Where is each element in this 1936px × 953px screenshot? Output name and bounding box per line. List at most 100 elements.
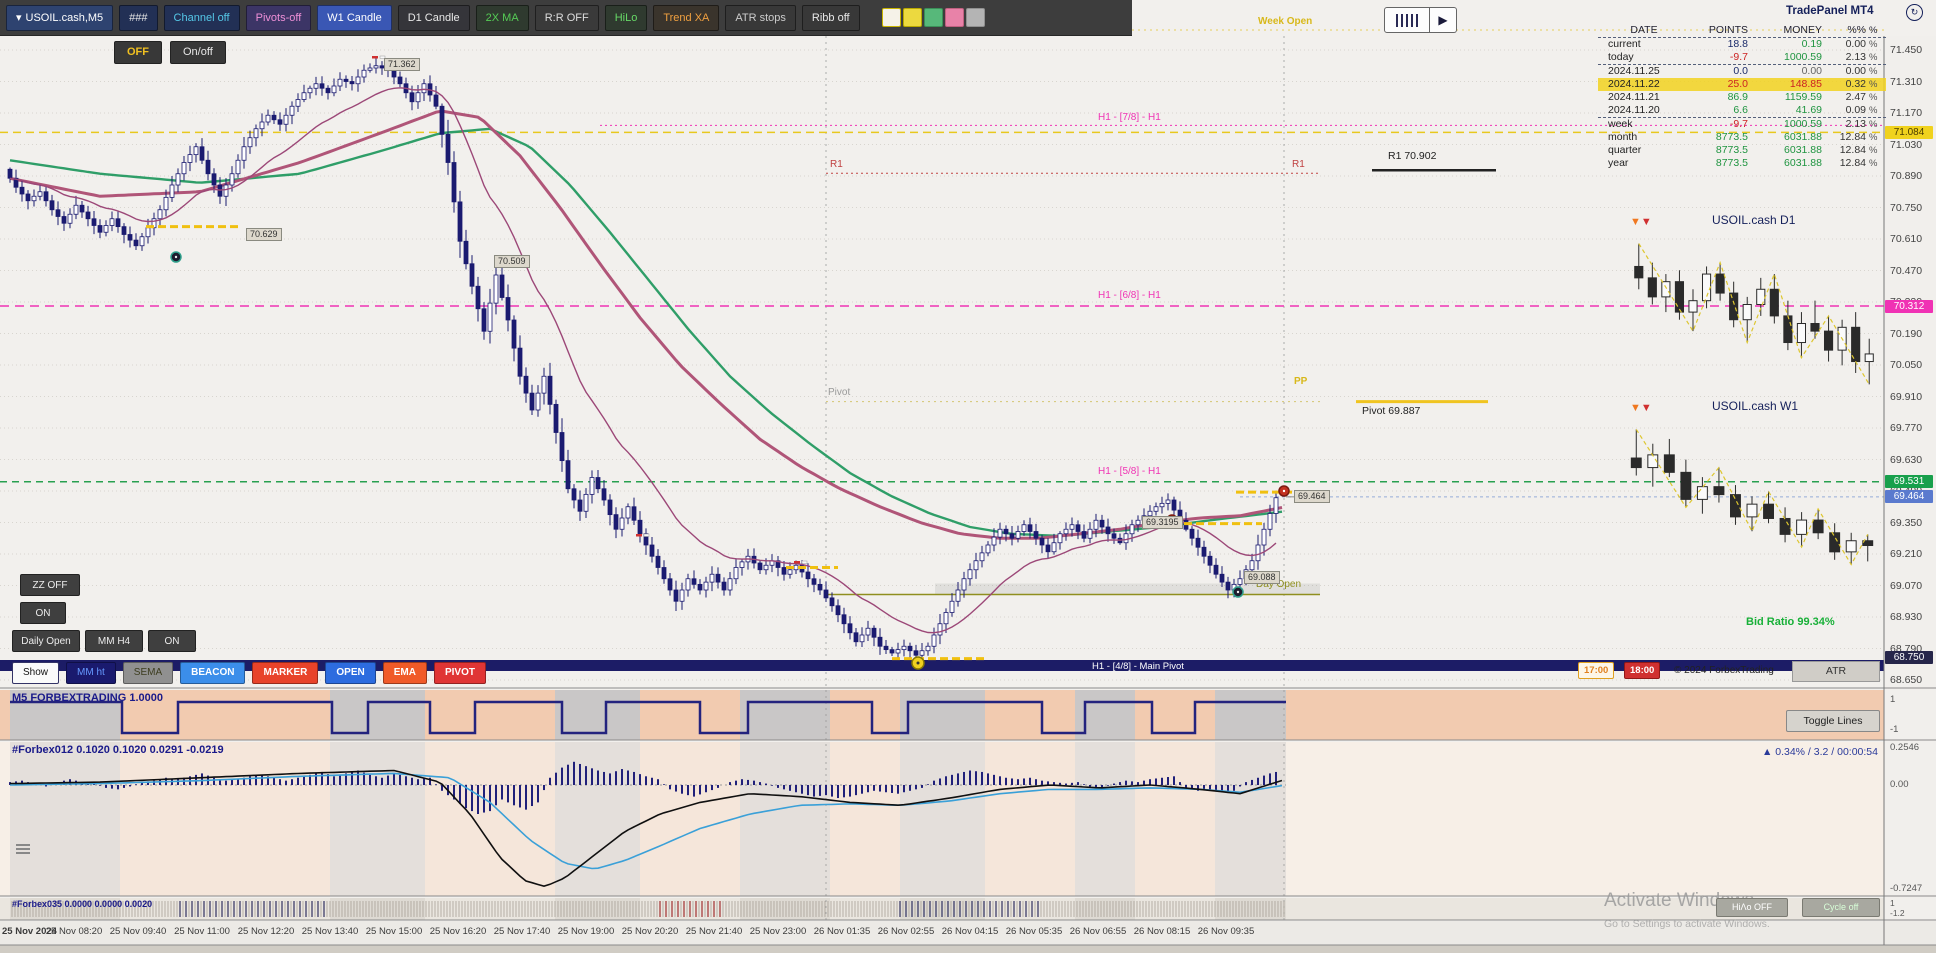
toolbar-button-hilo[interactable]: HiLo <box>604 4 648 31</box>
tradepanel-row-today[interactable]: today -9.7 1000.59 2.13% <box>1598 51 1886 65</box>
atr-button[interactable]: ATR <box>1792 661 1880 682</box>
time-axis-label[interactable]: 26 Nov 09:35 <box>1197 926 1255 937</box>
time-axis-label[interactable]: 25 Nov 17:40 <box>493 926 551 937</box>
pivot-price-label[interactable]: Pivot 69.887 <box>1362 405 1421 417</box>
toolbar-button-pivots-off[interactable]: Pivots-off <box>245 4 312 31</box>
time-axis-label[interactable]: 26 Nov 04:15 <box>941 926 999 937</box>
panel1-axis-label: -1 <box>1890 724 1899 735</box>
time-axis-label[interactable]: 25 Nov 23:00 <box>749 926 807 937</box>
tradepanel-row-2024-11-25[interactable]: 2024.11.25 0.0 0.00 0.00% <box>1598 65 1886 78</box>
tradepanel-row-quarter[interactable]: quarter 8773.5 6031.88 12.84% <box>1598 144 1886 157</box>
tradepanel-row-2024-11-21[interactable]: 2024.11.21 86.9 1159.59 2.47% <box>1598 91 1886 104</box>
price-axis-tick: 69.350 <box>1890 516 1923 529</box>
price-marker-box[interactable]: 70.629 <box>246 227 282 241</box>
price-marker-box[interactable]: 69.464 <box>1294 489 1330 503</box>
daily-open-button[interactable]: Daily Open <box>12 630 80 652</box>
panel3-axis-label: -1.2 <box>1890 908 1905 918</box>
on-button-2[interactable]: ON <box>148 630 196 652</box>
tradepanel-row-week[interactable]: week -9.7 1000.59 2.13% <box>1598 118 1886 131</box>
day-open-label[interactable]: Day Open <box>1256 579 1302 590</box>
color-swatch-5[interactable] <box>965 8 985 27</box>
toolbar-button-usoil-cash-m5[interactable]: ▾ USOIL.cash,M5 <box>6 4 114 31</box>
red-triangle-icon: ▼ <box>1640 402 1652 414</box>
time-axis-label[interactable]: 26 Nov 02:55 <box>877 926 935 937</box>
bottom-button-marker[interactable]: MARKER <box>252 662 319 684</box>
off-button[interactable]: OFF <box>114 41 162 64</box>
time-axis-label[interactable]: 25 Nov 20:20 <box>621 926 679 937</box>
time-axis-label[interactable]: 26 Nov 06:55 <box>1069 926 1127 937</box>
toolbar-button-2x-ma[interactable]: 2X MA <box>475 4 529 31</box>
cycle-off-button[interactable]: Cycle off <box>1802 898 1880 917</box>
bottom-button-sema[interactable]: SEMA <box>122 662 174 684</box>
price-marker-box[interactable]: 69.3195 <box>1142 515 1183 529</box>
time-axis-label[interactable]: 25 Nov 12:20 <box>237 926 295 937</box>
time-axis-label[interactable]: 26 Nov 08:15 <box>1133 926 1191 937</box>
bar-replay-control[interactable]: ▶ <box>1384 7 1457 33</box>
toolbar-button-channel-off[interactable]: Channel off <box>163 4 240 31</box>
mm-h4-button[interactable]: MM H4 <box>85 630 143 652</box>
tradepanel-cell-pct-unit: % <box>1869 79 1878 90</box>
pp-label: PP <box>1294 376 1308 387</box>
tradepanel-cell-pct: 2.47 <box>1845 91 1866 103</box>
play-icon[interactable]: ▶ <box>1430 7 1457 33</box>
color-swatch-3[interactable] <box>923 8 943 27</box>
price-marker-box[interactable]: 69.088 <box>1244 570 1280 584</box>
time-axis-label[interactable]: 25 Nov 16:20 <box>429 926 487 937</box>
time-axis-label[interactable]: 25 Nov 2024 <box>2 926 57 937</box>
toolbar-button-w1-candle[interactable]: W1 Candle <box>317 4 392 31</box>
tradepanel-row-year[interactable]: year 8773.5 6031.88 12.84% <box>1598 157 1886 170</box>
bottom-button-beacon[interactable]: BEACON <box>180 662 246 684</box>
time-axis-label[interactable]: 25 Nov 11:00 <box>174 926 230 937</box>
week-open-label[interactable]: Week Open <box>1258 16 1313 27</box>
time-axis-label[interactable]: 25 Nov 08:20 <box>45 926 103 937</box>
price-axis-tick: 71.030 <box>1890 138 1923 151</box>
tradepanel-cell-pct: 0.09 <box>1845 104 1866 116</box>
tradepanel-cell-points: -9.7 <box>1729 118 1748 130</box>
bottom-button-ema[interactable]: EMA <box>382 662 427 684</box>
price-marker-box[interactable]: 71.362 <box>384 57 420 71</box>
tradepanel-row-2024-11-20[interactable]: 2024.11.20 6.6 41.69 0.09% <box>1598 104 1886 118</box>
toolbar-button-trend-xa[interactable]: Trend XA <box>653 4 720 31</box>
bid-ratio-label: Bid Ratio 99.34% <box>1746 616 1835 628</box>
toolbar-button--[interactable]: ### <box>119 4 158 31</box>
tradepanel-row-current[interactable]: current 18.8 0.19 0.00% <box>1598 38 1886 51</box>
refresh-icon[interactable]: ↻ <box>1906 4 1923 21</box>
onoff-button[interactable]: On/off <box>170 41 226 64</box>
color-swatch-4[interactable] <box>944 8 964 27</box>
tradepanel-row-month[interactable]: month 8773.5 6031.88 12.84% <box>1598 131 1886 144</box>
bottom-button-open[interactable]: OPEN <box>325 662 376 684</box>
copyright-label: © 2024 ForbexTrading <box>1674 665 1774 676</box>
toolbar-button-atr-stops[interactable]: ATR stops <box>725 4 796 31</box>
price-axis-tick: 69.630 <box>1890 453 1923 466</box>
toolbar-button-r-r-off[interactable]: R:R OFF <box>534 4 599 31</box>
on-button-1[interactable]: ON <box>20 602 66 624</box>
time-axis-label[interactable]: 26 Nov 01:35 <box>813 926 871 937</box>
time-axis-label[interactable]: 25 Nov 21:40 <box>685 926 743 937</box>
r1-price-label[interactable]: R1 70.902 <box>1388 150 1437 162</box>
color-swatch-1[interactable] <box>881 8 901 27</box>
toggle-lines-button[interactable]: Toggle Lines <box>1786 710 1880 732</box>
toolbar-button-ribb-off[interactable]: Ribb off <box>801 4 860 31</box>
price-axis-tick: 68.930 <box>1890 611 1923 623</box>
bottom-button-mm-ht[interactable]: MM ht <box>66 662 116 684</box>
h1-58-label: H1 - [5/8] - H1 <box>1098 466 1161 477</box>
hilo-off-button[interactable]: HiΛo OFF <box>1716 898 1788 917</box>
time-axis-label[interactable]: 25 Nov 13:40 <box>301 926 359 937</box>
tradepanel-cell-date: year <box>1608 157 1629 169</box>
toolbar-button-d1-candle[interactable]: D1 Candle <box>397 4 470 31</box>
red-triangle-icon: ▼ <box>1640 216 1652 228</box>
tradepanel-row-2024-11-22[interactable]: 2024.11.22 25.0 148.85 0.32% <box>1598 78 1886 91</box>
tradepanel-cell-points: 8773.5 <box>1715 157 1748 169</box>
time-axis-label[interactable]: 25 Nov 09:40 <box>109 926 167 937</box>
price-marker-box[interactable]: 70.509 <box>494 254 530 268</box>
time-axis-label[interactable]: 25 Nov 15:00 <box>365 926 423 937</box>
time-axis-label[interactable]: 26 Nov 05:35 <box>1005 926 1063 937</box>
zz-off-button[interactable]: ZZ OFF <box>20 574 80 596</box>
time-axis-label[interactable]: 25 Nov 19:00 <box>557 926 615 937</box>
color-swatch-2[interactable] <box>902 8 922 27</box>
bottom-button-show[interactable]: Show <box>12 662 60 684</box>
bottom-button-pivot[interactable]: PIVOT <box>433 662 486 684</box>
panel2-axis-label: 0.2546 <box>1890 742 1920 753</box>
